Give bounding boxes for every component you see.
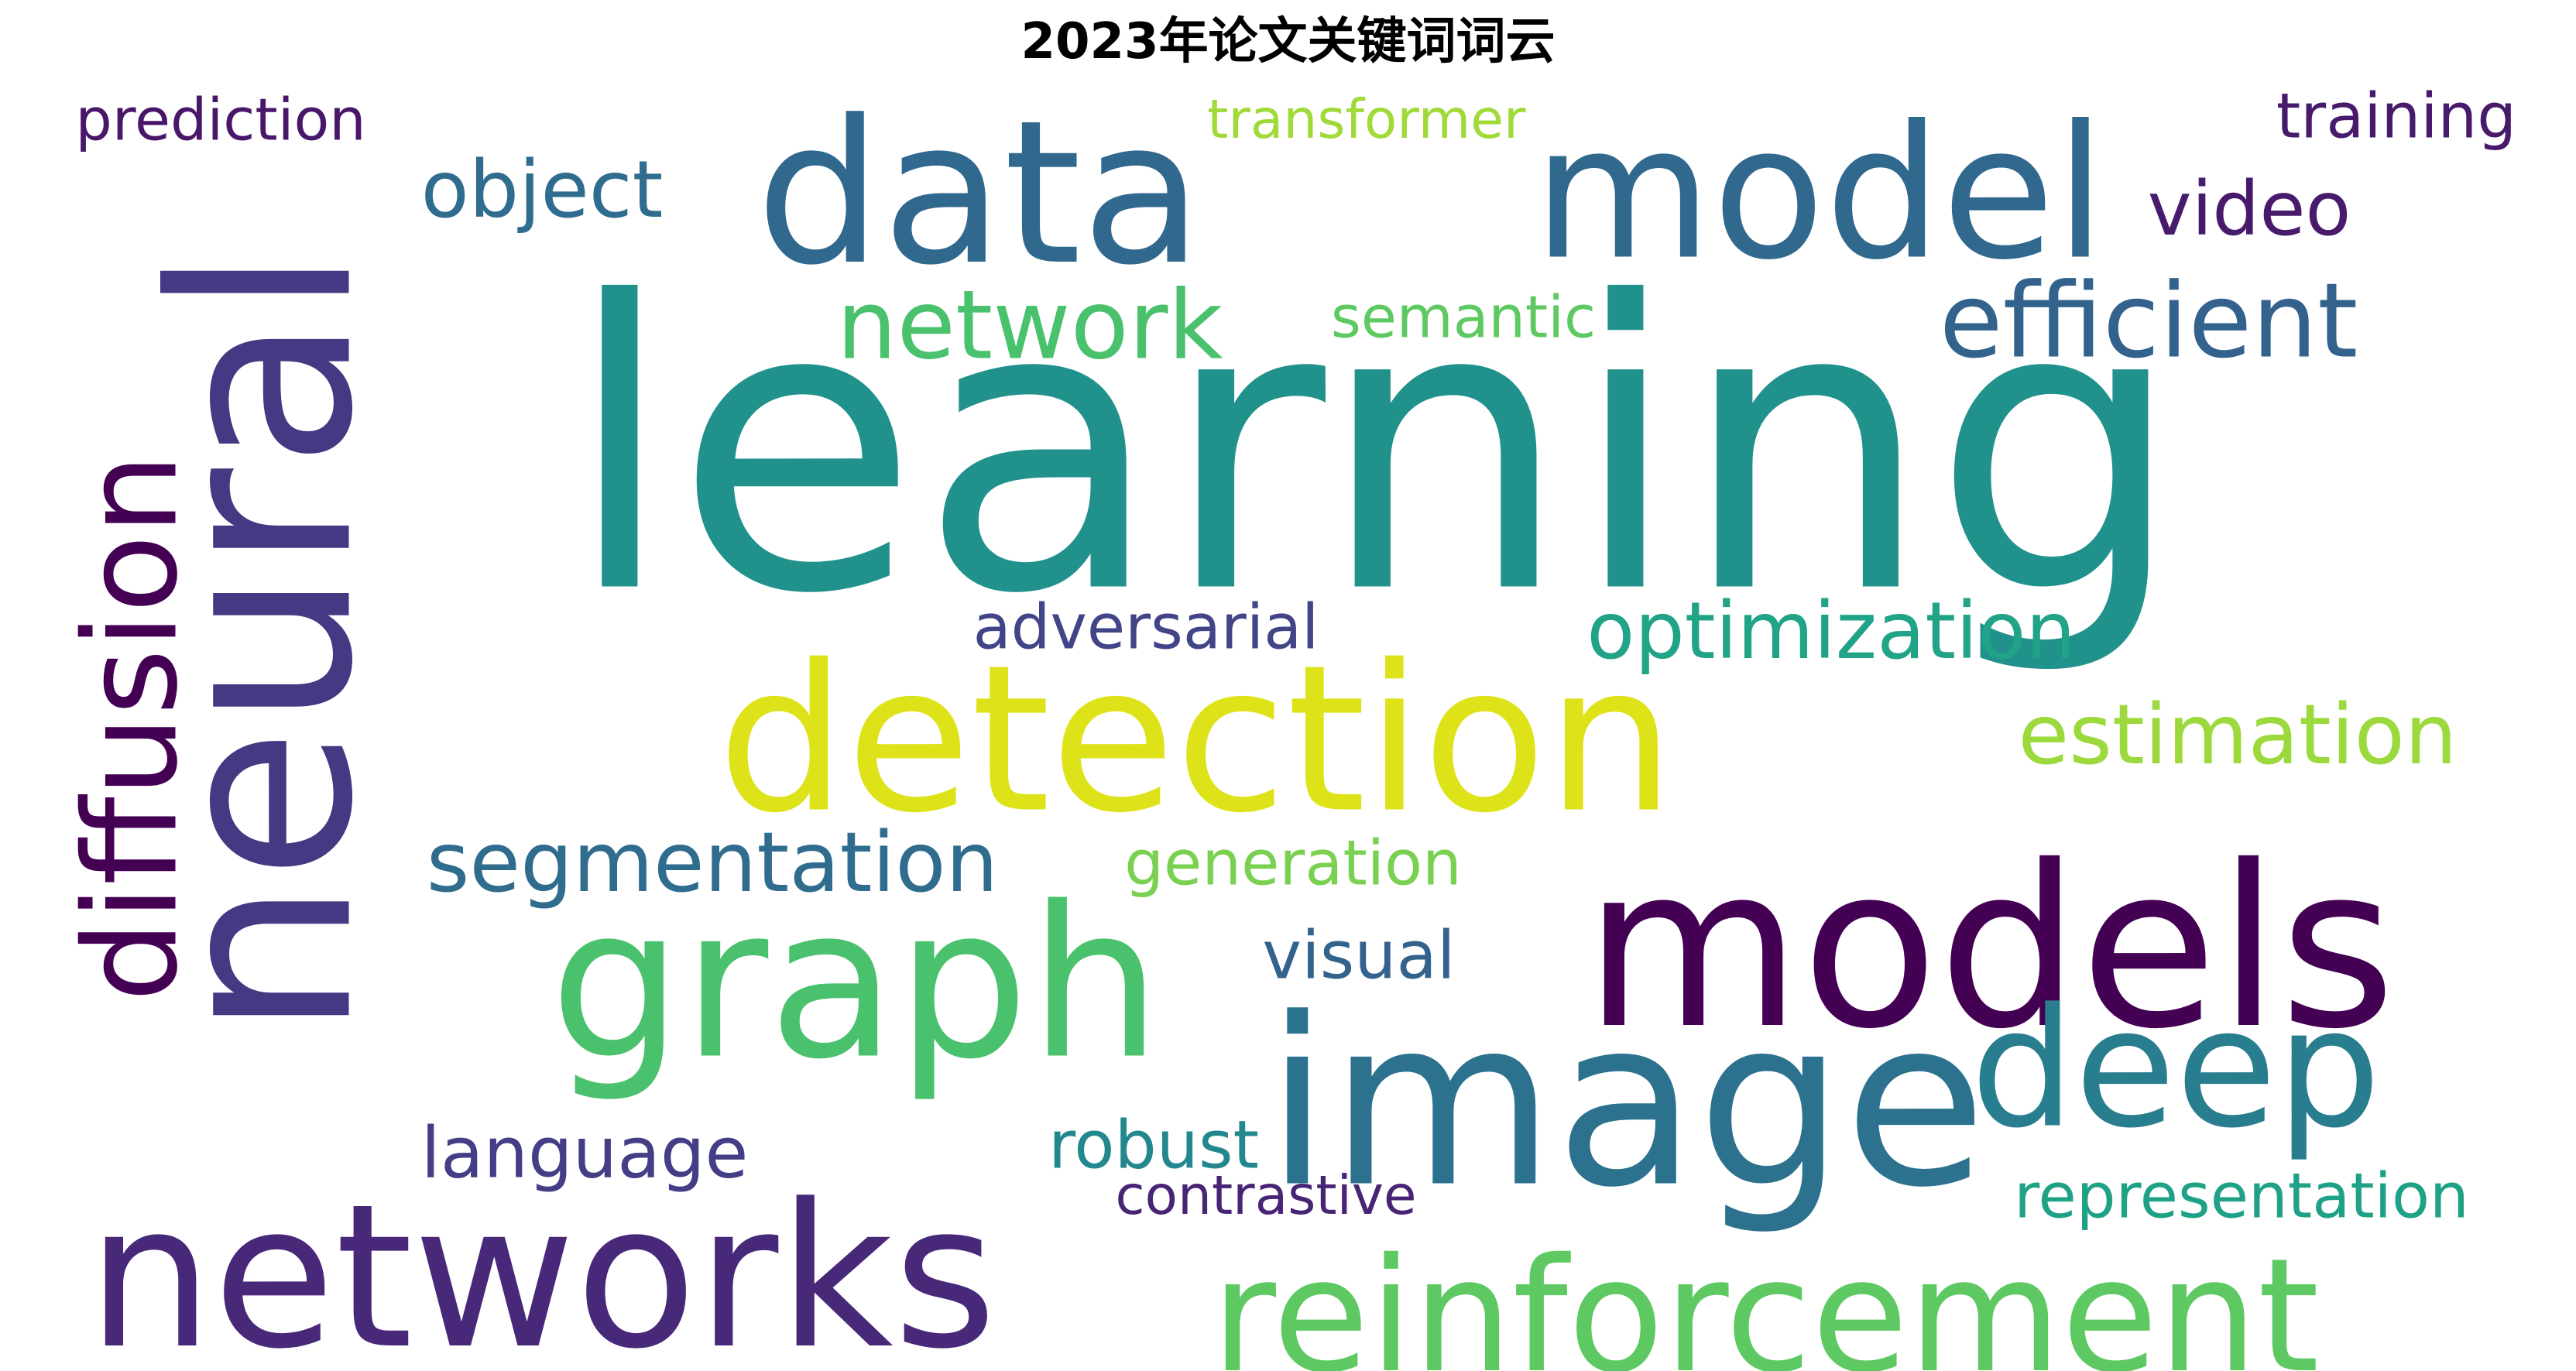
word-optimization: optimization [1586,585,2076,677]
word-transformer: transformer [1207,89,1526,151]
word-networks: networks [87,1162,997,1371]
word-training: training [2276,81,2516,153]
word-models: models [1584,818,2396,1078]
word-semantic: semantic [1331,284,1596,351]
word-adversarial: adversarial [973,591,1319,663]
word-efficient: efficient [1940,262,2358,382]
word-image: image [1265,968,1987,1239]
word-graph: graph [550,862,1161,1105]
word-learning: learning [564,218,2184,680]
word-reinforcement: reinforcement [1211,1225,2319,1371]
word-video: video [2148,166,2351,252]
word-robust: robust [1048,1108,1259,1184]
word-object: object [421,144,664,235]
chart-title: 2023年论文关键词词云 [1020,13,1556,70]
word-contrastive: contrastive [1115,1165,1416,1227]
word-diffusion: diffusion [57,454,207,1003]
word-network: network [836,270,1223,381]
word-language: language [421,1113,749,1194]
word-deep: deep [1971,973,2381,1164]
word-representation: representation [2014,1160,2468,1232]
word-generation: generation [1124,828,1462,900]
word-model: model [1533,87,2106,301]
word-visual: visual [1262,918,1455,995]
word-prediction: prediction [75,87,365,154]
word-estimation: estimation [2019,687,2458,783]
word-data: data [756,78,1203,309]
word-detection: detection [718,622,1675,858]
word-neural: neural [119,248,408,1038]
word-segmentation: segmentation [427,815,998,911]
